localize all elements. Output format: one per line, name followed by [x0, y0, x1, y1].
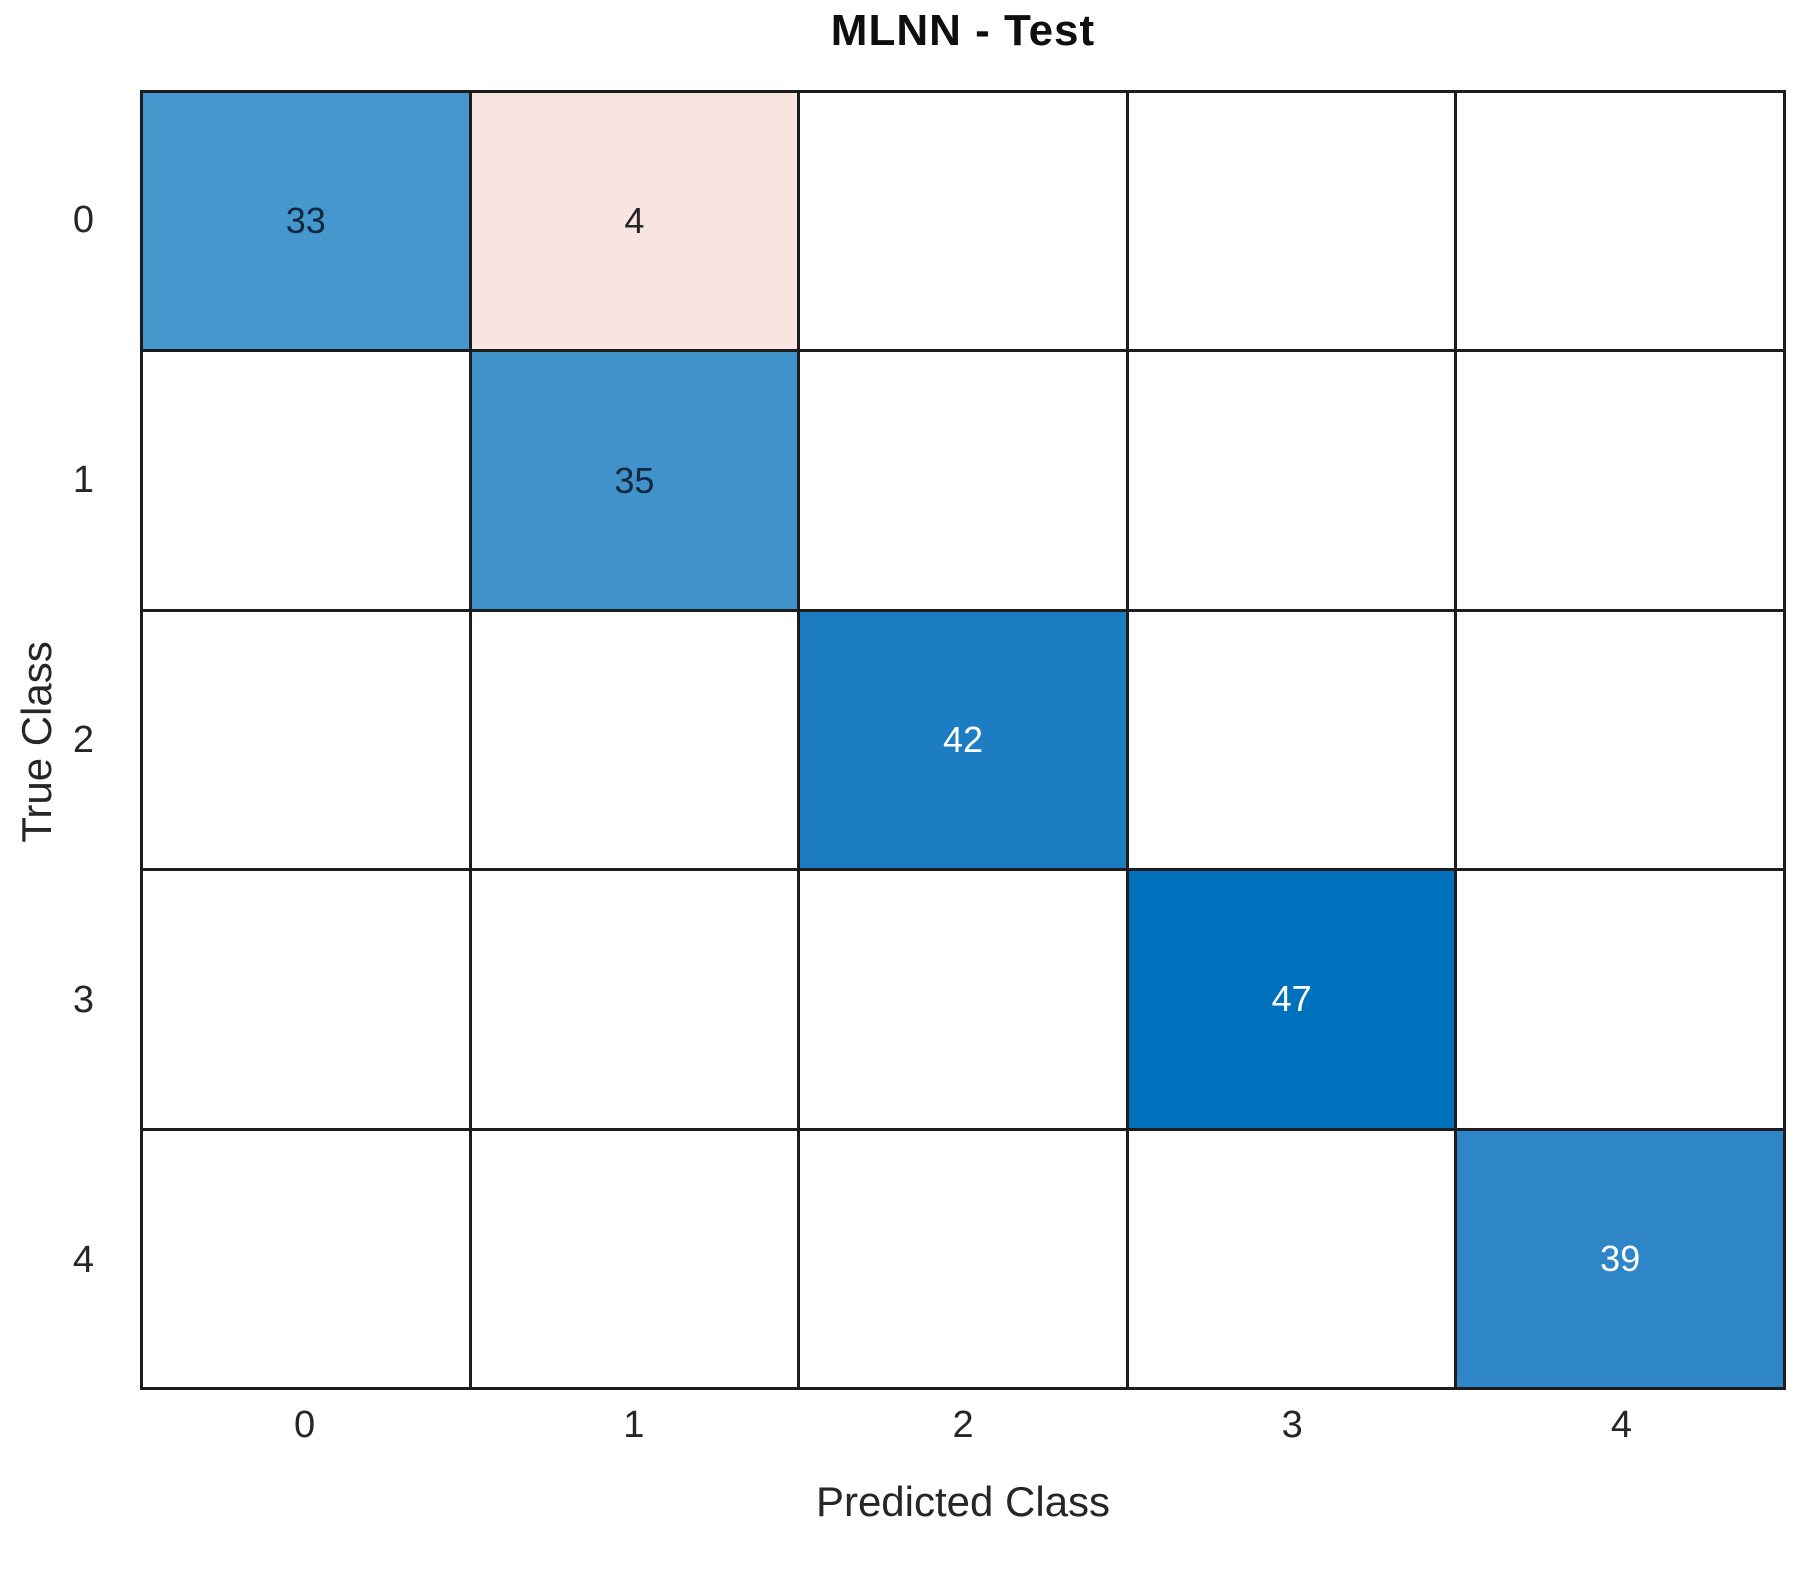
- chart-title: MLNN - Test: [830, 6, 1096, 55]
- matrix-cell: 47: [1128, 871, 1455, 1128]
- x-tick-label: 0: [294, 1404, 316, 1446]
- matrix-cell: 42: [800, 611, 1126, 869]
- matrix-cell: [1457, 93, 1783, 350]
- matrix-cell: [800, 352, 1126, 609]
- matrix-cell: [1128, 611, 1455, 869]
- y-tick-label: 0: [72, 198, 94, 241]
- matrix-cell: 35: [471, 352, 798, 609]
- y-axis-ticks: 0 1 2 3 4: [0, 90, 118, 1390]
- matrix-cell: [1457, 611, 1783, 869]
- x-axis-label: Predicted Class: [815, 1478, 1111, 1525]
- matrix-cell: [800, 871, 1126, 1128]
- x-tick-label: 4: [1610, 1404, 1632, 1446]
- y-tick-label: 1: [72, 458, 94, 501]
- matrix-cell: [143, 611, 469, 869]
- x-tick-label: 2: [952, 1404, 974, 1446]
- x-axis-ticks: 0 1 2 3 4: [140, 1404, 1786, 1464]
- y-tick-label: 2: [72, 718, 94, 761]
- y-tick-label: 3: [72, 978, 94, 1021]
- confusion-matrix-grid: 33 4 35 42 47 39: [140, 90, 1786, 1390]
- matrix-cell: [1128, 1130, 1455, 1387]
- matrix-cell: [471, 871, 798, 1128]
- matrix-cell: [1128, 93, 1455, 350]
- matrix-cell: [800, 93, 1126, 350]
- matrix-cell: [471, 611, 798, 869]
- matrix-cell: 4: [471, 93, 798, 350]
- y-axis-label: True Class: [13, 641, 60, 843]
- x-tick-label: 3: [1281, 1404, 1303, 1446]
- x-tick-label: 1: [623, 1404, 645, 1446]
- matrix-cell: 39: [1457, 1130, 1783, 1387]
- matrix-cell: [800, 1130, 1126, 1387]
- matrix-cell: 33: [143, 93, 469, 350]
- y-tick-label: 4: [72, 1238, 94, 1281]
- matrix-cell: [471, 1130, 798, 1387]
- matrix-cell: [1457, 871, 1783, 1128]
- matrix-cell: [1128, 352, 1455, 609]
- matrix-cell: [143, 871, 469, 1128]
- matrix-cell: [143, 1130, 469, 1387]
- matrix-cell: [143, 352, 469, 609]
- matrix-cell: [1457, 352, 1783, 609]
